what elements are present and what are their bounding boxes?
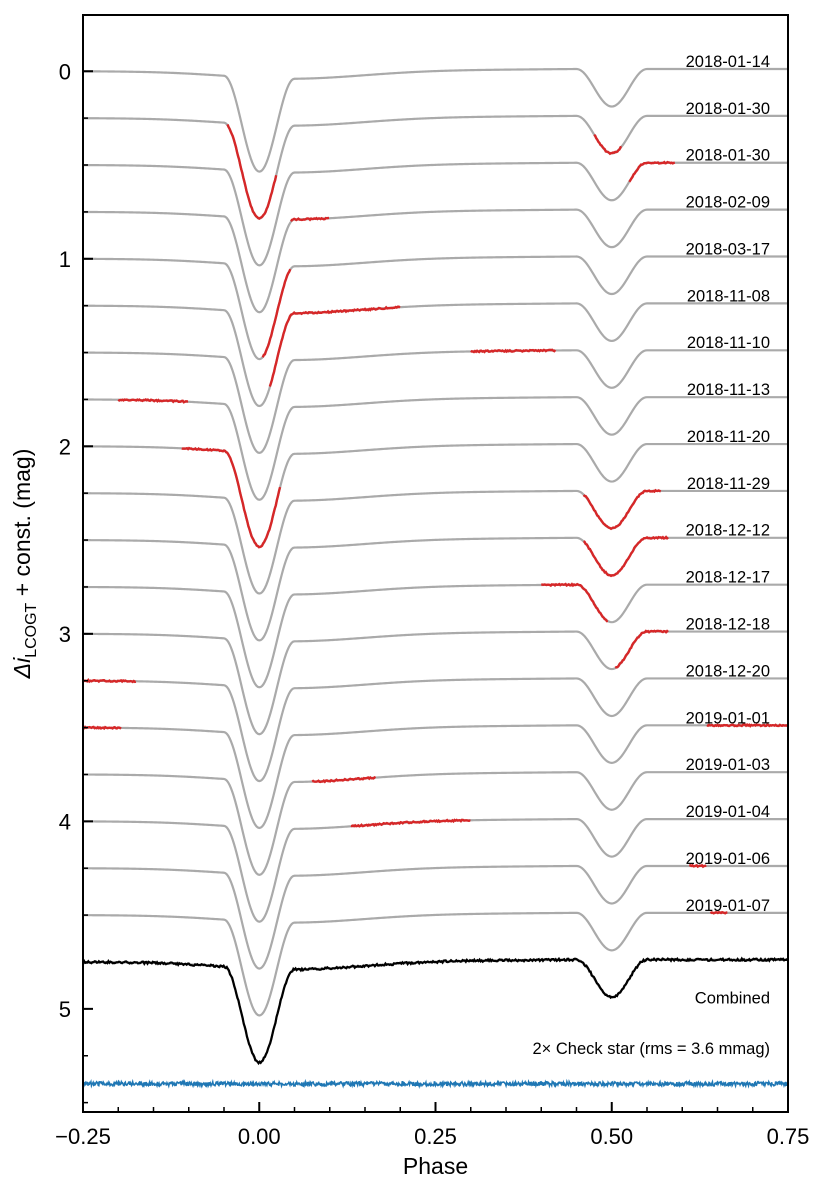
x-tick-label: −0.25 xyxy=(55,1124,111,1149)
observed-segment-2018-02-09-0 xyxy=(291,218,329,221)
observed-segment-2018-01-30-1 xyxy=(594,135,621,154)
curve-label-2019-01-04: 2019-01-04 xyxy=(686,803,770,821)
observed-segment-2019-01-01-0 xyxy=(83,727,121,729)
observed-segment-2018-11-13-0 xyxy=(118,400,188,403)
curve-label-2018-01-30: 2018-01-30 xyxy=(686,100,770,118)
x-tick-label: 0.25 xyxy=(414,1124,457,1149)
observed-segment-2018-01-30-0 xyxy=(629,162,674,182)
y-axis-label-subscript: LCOGT xyxy=(23,602,40,657)
observed-segment-2019-01-03-0 xyxy=(312,777,375,781)
observed-segment-2018-01-30-0 xyxy=(228,124,277,218)
x-tick-label: 0.75 xyxy=(767,1124,810,1149)
x-axis-label: Phase xyxy=(403,1153,468,1179)
observed-segment-2018-12-18-0 xyxy=(615,631,668,668)
check-star-curve xyxy=(83,1082,787,1086)
light-curve-chart: 2018-01-14 2018-01-30 2018-01-30 2018-02-09… xyxy=(0,0,830,1186)
combined-label: Combined xyxy=(695,990,770,1008)
y-axis-label-prefix: Δi xyxy=(9,657,35,679)
x-tick-label: 0.00 xyxy=(238,1124,281,1149)
curve-label-2018-11-20: 2018-11-20 xyxy=(687,428,770,446)
y-tick-label: 5 xyxy=(59,997,71,1022)
observed-data-layer xyxy=(83,124,787,913)
y-axis-label-suffix: + const. (mag) xyxy=(9,449,35,603)
y-axis-label: ΔiLCOGT + const. (mag) xyxy=(9,449,40,680)
curve-label-2019-01-03: 2019-01-03 xyxy=(686,756,770,774)
check-star-label: 2× Check star (rms = 3.6 mmag) xyxy=(533,1040,771,1058)
curve-label-2018-01-30: 2018-01-30 xyxy=(686,147,770,165)
curve-label-2018-01-14: 2018-01-14 xyxy=(686,53,770,71)
observed-segment-2018-12-20-0 xyxy=(83,680,136,682)
curve-label-2018-12-12: 2018-12-12 xyxy=(686,522,770,540)
curve-label-2018-12-20: 2018-12-20 xyxy=(686,662,770,680)
observed-segment-2018-12-17-0 xyxy=(541,584,608,621)
plot-frame xyxy=(83,15,788,1112)
y-tick-label: 0 xyxy=(59,59,71,84)
observed-segment-2018-12-12-0 xyxy=(584,537,669,576)
observed-segment-2019-01-04-0 xyxy=(351,820,471,826)
curve-label-2018-03-17: 2018-03-17 xyxy=(686,240,770,258)
curve-label-2018-11-10: 2018-11-10 xyxy=(687,334,770,352)
observed-segment-2018-11-08-0 xyxy=(270,307,400,387)
observed-segment-2018-11-20-0 xyxy=(182,448,280,547)
curve-label-2018-11-13: 2018-11-13 xyxy=(687,381,770,399)
curve-labels: 2018-01-14 2018-01-30 2018-01-30 2018-02-09… xyxy=(533,53,771,1058)
curve-label-2018-11-29: 2018-11-29 xyxy=(687,475,770,493)
check-star-layer xyxy=(83,1082,787,1086)
x-tick-label: 0.50 xyxy=(590,1124,633,1149)
y-tick-label: 4 xyxy=(59,809,71,834)
observed-segment-2018-03-17-0 xyxy=(263,269,291,357)
model-curves xyxy=(83,69,788,1062)
axis-ticks: −0.25 0.00 0.25 0.50 0.75 0 1 2 3 4 5 xyxy=(55,59,809,1149)
curve-label-2018-11-08: 2018-11-08 xyxy=(687,287,770,305)
curve-label-2018-12-18: 2018-12-18 xyxy=(686,616,770,634)
curve-label-2018-02-09: 2018-02-09 xyxy=(686,194,770,212)
curve-label-2019-01-01: 2019-01-01 xyxy=(686,709,770,727)
curve-label-2019-01-06: 2019-01-06 xyxy=(686,850,770,868)
y-tick-label: 1 xyxy=(59,247,71,272)
y-tick-label: 3 xyxy=(59,622,71,647)
curve-label-2019-01-07: 2019-01-07 xyxy=(686,897,770,915)
y-tick-label: 2 xyxy=(59,434,71,459)
curve-label-2018-12-17: 2018-12-17 xyxy=(686,569,770,587)
